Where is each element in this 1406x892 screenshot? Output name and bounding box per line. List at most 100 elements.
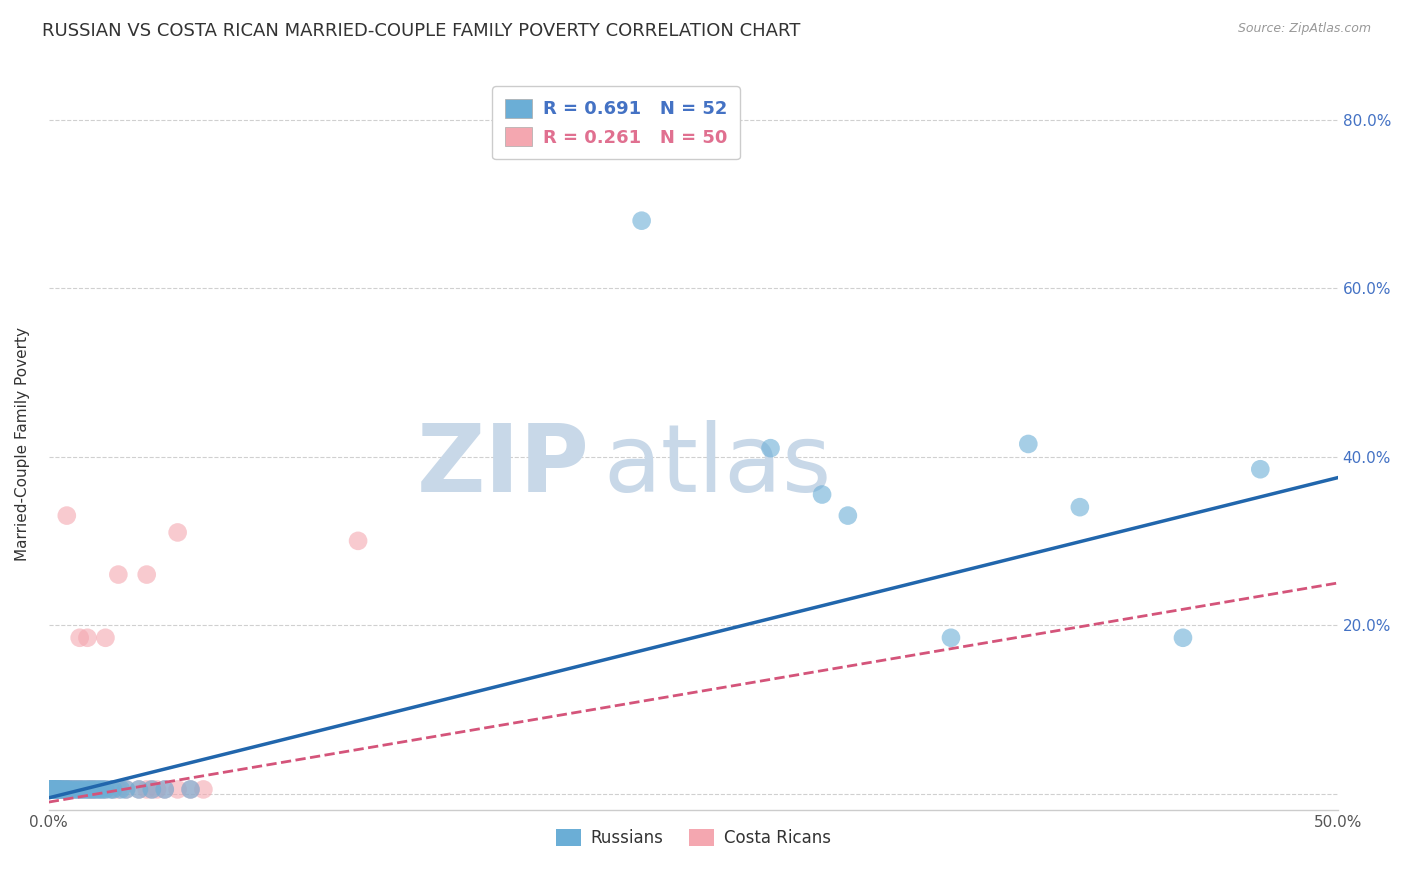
Point bbox=[630, 213, 652, 227]
Point bbox=[42, 782, 65, 797]
Point bbox=[72, 782, 94, 797]
Point bbox=[128, 782, 150, 797]
Point bbox=[41, 782, 63, 797]
Point bbox=[41, 782, 63, 797]
Point bbox=[146, 782, 169, 797]
Point bbox=[84, 782, 107, 797]
Point bbox=[41, 782, 63, 797]
Point bbox=[56, 782, 79, 797]
Point bbox=[48, 782, 70, 797]
Point bbox=[69, 782, 91, 797]
Point bbox=[45, 782, 67, 797]
Point bbox=[69, 631, 91, 645]
Point bbox=[56, 782, 79, 797]
Text: ZIP: ZIP bbox=[418, 420, 591, 512]
Point bbox=[110, 782, 132, 797]
Point bbox=[79, 782, 101, 797]
Point bbox=[41, 782, 63, 797]
Point bbox=[89, 782, 111, 797]
Point bbox=[180, 782, 202, 797]
Point bbox=[180, 782, 202, 797]
Point bbox=[347, 533, 370, 548]
Point bbox=[60, 782, 83, 797]
Point bbox=[45, 782, 67, 797]
Point bbox=[42, 782, 65, 797]
Point bbox=[128, 782, 150, 797]
Point bbox=[103, 782, 125, 797]
Point bbox=[63, 782, 86, 797]
Point bbox=[41, 782, 63, 797]
Point bbox=[82, 782, 104, 797]
Point bbox=[141, 782, 163, 797]
Point bbox=[759, 441, 782, 455]
Point bbox=[91, 782, 114, 797]
Point bbox=[135, 782, 157, 797]
Point bbox=[48, 782, 70, 797]
Point bbox=[56, 508, 79, 523]
Point bbox=[42, 782, 65, 797]
Point bbox=[89, 782, 111, 797]
Text: atlas: atlas bbox=[603, 420, 831, 512]
Point bbox=[42, 782, 65, 797]
Point bbox=[153, 782, 176, 797]
Point bbox=[82, 782, 104, 797]
Point bbox=[72, 782, 94, 797]
Point bbox=[51, 782, 73, 797]
Text: Source: ZipAtlas.com: Source: ZipAtlas.com bbox=[1237, 22, 1371, 36]
Point bbox=[45, 782, 67, 797]
Point bbox=[48, 782, 70, 797]
Point bbox=[84, 782, 107, 797]
Point bbox=[63, 782, 86, 797]
Point bbox=[41, 782, 63, 797]
Point bbox=[45, 782, 67, 797]
Point bbox=[76, 631, 98, 645]
Point bbox=[69, 782, 91, 797]
Point bbox=[141, 782, 163, 797]
Point bbox=[87, 782, 110, 797]
Point bbox=[1069, 500, 1091, 515]
Point bbox=[45, 782, 67, 797]
Point bbox=[66, 782, 89, 797]
Point bbox=[42, 782, 65, 797]
Point bbox=[1017, 437, 1039, 451]
Point bbox=[94, 782, 117, 797]
Point bbox=[1249, 462, 1271, 476]
Point bbox=[66, 782, 89, 797]
Point bbox=[166, 525, 188, 540]
Point bbox=[58, 782, 80, 797]
Point bbox=[41, 782, 63, 797]
Point bbox=[153, 782, 176, 797]
Point bbox=[51, 782, 73, 797]
Point bbox=[811, 487, 834, 501]
Point bbox=[53, 782, 76, 797]
Point bbox=[103, 782, 125, 797]
Point bbox=[94, 782, 117, 797]
Point bbox=[41, 782, 63, 797]
Point bbox=[60, 782, 83, 797]
Y-axis label: Married-Couple Family Poverty: Married-Couple Family Poverty bbox=[15, 327, 30, 561]
Point bbox=[48, 782, 70, 797]
Point bbox=[41, 782, 63, 797]
Point bbox=[41, 782, 63, 797]
Point bbox=[115, 782, 138, 797]
Point bbox=[58, 782, 80, 797]
Point bbox=[166, 782, 188, 797]
Point bbox=[107, 567, 129, 582]
Point bbox=[45, 782, 67, 797]
Point bbox=[76, 782, 98, 797]
Point bbox=[100, 782, 122, 797]
Point bbox=[76, 782, 98, 797]
Point bbox=[837, 508, 859, 523]
Point bbox=[58, 782, 80, 797]
Point bbox=[41, 782, 63, 797]
Point bbox=[41, 782, 63, 797]
Point bbox=[135, 567, 157, 582]
Point bbox=[939, 631, 962, 645]
Point bbox=[51, 782, 73, 797]
Point bbox=[73, 782, 96, 797]
Point bbox=[56, 782, 79, 797]
Point bbox=[107, 782, 129, 797]
Point bbox=[53, 782, 76, 797]
Legend: Russians, Costa Ricans: Russians, Costa Ricans bbox=[550, 822, 838, 854]
Point bbox=[53, 782, 76, 797]
